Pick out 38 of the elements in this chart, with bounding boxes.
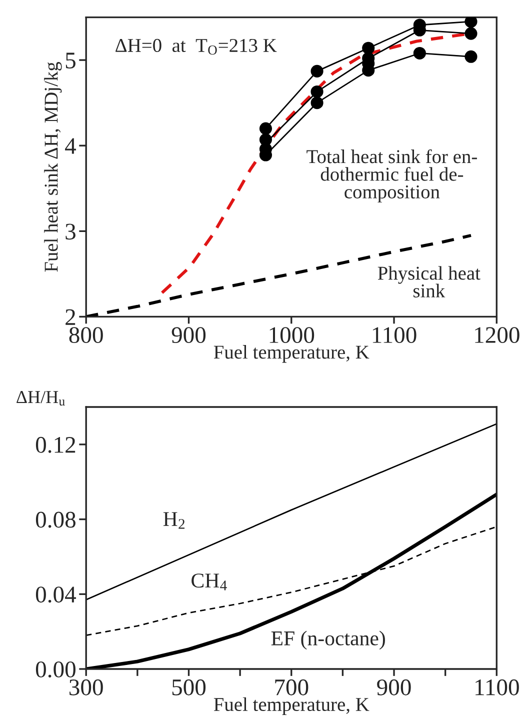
y-tick-label: 0.12 (36, 436, 76, 453)
point (464, 50, 478, 63)
annotation: EF (n-octane) (271, 630, 385, 650)
point (259, 122, 272, 135)
x-tick-label: 1200 (475, 327, 520, 344)
x-tick-label: 300 (70, 679, 103, 696)
point (310, 96, 324, 110)
line-series (86, 423, 497, 600)
y-tick-label: 3 (66, 224, 76, 240)
x-tick-label: 700 (275, 679, 308, 696)
x-tick-label: 1100 (372, 327, 416, 344)
y-axis-title: ΔH/H$_{u}$ (16, 391, 65, 406)
y-tick-label: 0.04 (36, 586, 76, 603)
x-tick-label: 800 (69, 327, 103, 344)
point (310, 64, 324, 78)
y-tick-label: 0.00 (36, 661, 76, 678)
x-tick-label: 1000 (270, 327, 314, 344)
y-tick-label: 0.08 (36, 512, 76, 528)
annotation: Physical heat sink (378, 266, 480, 298)
x-tick-label: 500 (172, 679, 206, 696)
annotation: H$_{2}$ (163, 512, 185, 529)
y-tick-label: 5 (66, 52, 76, 68)
y-axis-title: Fuel heat sink ΔH, MDj/kg (44, 62, 62, 272)
annotation: Total heat sink for en- dothermic fuel de- composition (306, 149, 477, 202)
point (362, 42, 375, 54)
x-tick-label: 1100 (476, 679, 519, 696)
point (464, 27, 478, 40)
point (413, 46, 426, 60)
x-axis-title: Fuel temperature, K (214, 345, 370, 363)
x-tick-label: 900 (377, 679, 411, 696)
point (464, 17, 478, 28)
y-tick-label: 2 (66, 309, 76, 325)
annotation: CH$_{4}$ (192, 574, 227, 590)
annotation: ΔH=0 at T$_{O}$=213 K (116, 38, 277, 55)
point (310, 85, 324, 98)
y-tick-label: 4 (65, 138, 76, 154)
x-axis-title: Fuel temperature, K (214, 697, 370, 715)
x-tick-label: 900 (172, 327, 206, 344)
